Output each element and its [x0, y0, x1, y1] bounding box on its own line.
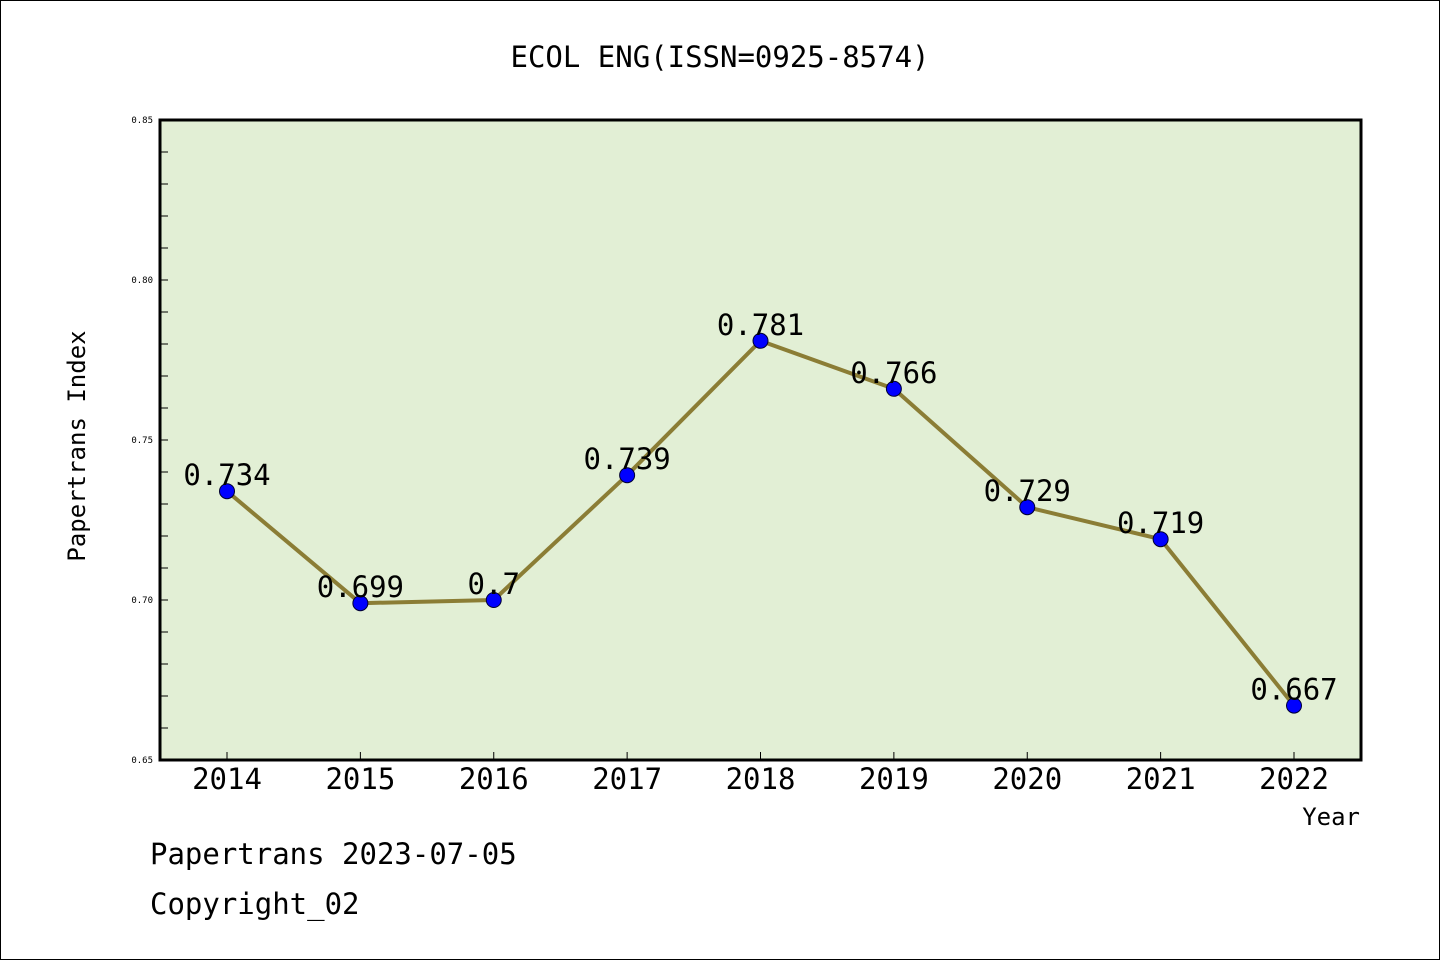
- data-label: 0.766: [850, 356, 937, 390]
- y-tick-label: 0.65: [131, 756, 153, 766]
- x-tick-label: 2018: [726, 762, 796, 796]
- plot-frame: [158, 118, 1363, 762]
- y-axis-label: Papertrans Index: [63, 330, 91, 561]
- y-tick-label: 0.80: [131, 276, 153, 286]
- data-label: 0.781: [717, 308, 804, 342]
- x-tick-label: 2019: [859, 762, 929, 796]
- x-axis-label: Year: [1302, 803, 1360, 831]
- data-point: [1152, 531, 1169, 548]
- x-tick-label: 2021: [1126, 762, 1196, 796]
- y-tick-label: 0.75: [131, 436, 153, 446]
- y-tick-label: 0.70: [131, 596, 153, 606]
- data-point: [219, 483, 235, 500]
- x-tick-label: 2014: [192, 762, 262, 796]
- data-label: 0.667: [1250, 673, 1337, 707]
- x-tick-label: 2015: [325, 762, 395, 796]
- data-label: 0.739: [583, 442, 670, 476]
- x-tick-label: 2016: [459, 762, 529, 796]
- data-label: 0.719: [1117, 506, 1204, 540]
- data-point: [752, 332, 769, 349]
- data-point: [619, 467, 636, 484]
- chart-title: ECOL ENG(ISSN=0925-8574): [510, 40, 929, 74]
- data-point: [352, 595, 369, 612]
- plot-area: [160, 120, 1361, 760]
- x-tick-label: 2020: [992, 762, 1062, 796]
- data-label: 0.729: [984, 474, 1071, 508]
- data-label: 0.734: [183, 458, 270, 492]
- x-axis: 2014 2015 2016 2017 2018 2019 2020 2021 2022: [192, 752, 1329, 796]
- footer-copyright: Copyright_02: [150, 887, 360, 922]
- data-point: [1286, 697, 1302, 714]
- y-tick-label: 0.85: [131, 116, 153, 126]
- footer-date: Papertrans 2023-07-05: [150, 837, 517, 871]
- data-point: [885, 380, 902, 397]
- data-label: 0.7: [468, 567, 520, 601]
- x-tick-label: 2022: [1259, 762, 1329, 796]
- x-tick-label: 2017: [592, 762, 662, 796]
- data-point: [1019, 499, 1036, 516]
- data-point: [485, 592, 502, 608]
- data-label: 0.699: [317, 570, 404, 604]
- series-layer: 0.734 0.699 0.7 0.739 0.781 0.766 0.729 0.719 0.…: [183, 308, 1338, 714]
